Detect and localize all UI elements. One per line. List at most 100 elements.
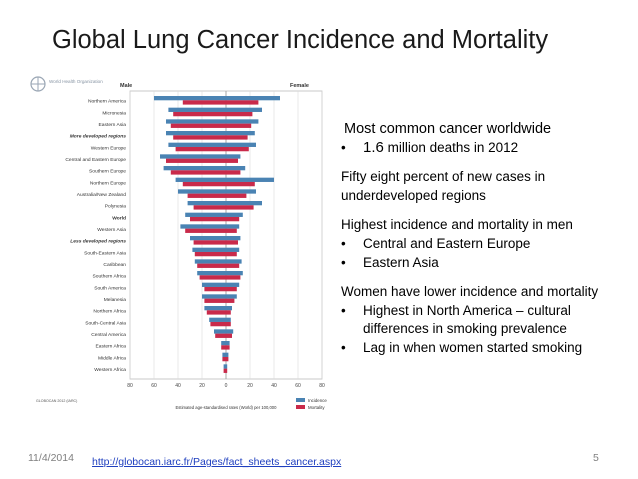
bar-mortality-male-central-america <box>215 333 226 338</box>
bullet-eastern-asia: • Eastern Asia <box>341 254 633 273</box>
bar-incidence-female-northern-america <box>226 96 280 101</box>
category-label-central-and-eastern-europe: Central and Eastern Europe <box>65 157 126 163</box>
bar-mortality-male-caribbean <box>197 263 226 268</box>
summary-section-4: Women have lower incidence and mortality… <box>341 283 633 357</box>
bar-mortality-female-western-asia <box>226 228 237 233</box>
bar-mortality-male-central-and-eastern-europe <box>166 158 226 163</box>
category-label-south-america: South America <box>94 285 126 291</box>
category-label-western-asia: Western Asia <box>97 227 126 233</box>
bar-mortality-male-eastern-africa <box>221 345 226 350</box>
bar-mortality-female-northern-africa <box>226 310 231 315</box>
summary-panel: Most common cancer worldwide • 1.6 milli… <box>341 120 633 369</box>
bar-incidence-male-central-america <box>214 329 226 334</box>
bar-incidence-female-less-developed-regions <box>226 236 241 241</box>
bar-mortality-female-south-america <box>226 286 237 292</box>
bar-incidence-male-southern-africa <box>197 271 226 276</box>
male-label: Male <box>120 83 132 89</box>
x-axis-label: Estimated age-standardised rates (World)… <box>176 405 278 410</box>
summary-section-2: Fifty eight percent of new cases in unde… <box>341 169 546 203</box>
bar-mortality-male-south-america <box>204 286 226 292</box>
category-label-southern-africa: Southern Africa <box>93 274 127 280</box>
bar-incidence-female-southern-europe <box>226 166 246 171</box>
bar-mortality-female-polynesia <box>226 205 254 210</box>
category-label-south-eastern-asia: South-Eastern Asia <box>84 250 126 256</box>
bar-incidence-female-western-europe <box>226 142 256 147</box>
bar-mortality-male-less-developed-regions <box>193 240 226 245</box>
category-labels: Northern America Micronesia Eastern Asia Mo… <box>65 99 126 373</box>
bar-mortality-female-south-eastern-asia <box>226 251 237 257</box>
bar-incidence-male-eastern-africa <box>221 341 226 346</box>
category-label-caribbean: Caribbean <box>103 262 126 268</box>
bar-mortality-male-more-developed-regions <box>173 135 226 140</box>
legend: Incidence Mortality <box>296 398 327 410</box>
category-label-world: World <box>112 215 126 221</box>
bar-mortality-female-melanesia <box>226 298 235 303</box>
category-label-western-africa: Western Africa <box>94 367 126 373</box>
bar-mortality-male-middle-africa <box>222 356 226 362</box>
deaths-text: million deaths in 2012 <box>383 139 519 155</box>
bar-incidence-female-australia-new-zealand <box>226 189 256 194</box>
bar-incidence-male-middle-africa <box>222 352 226 357</box>
bar-incidence-female-northern-africa <box>226 306 232 311</box>
bar-mortality-male-northern-africa <box>206 310 226 315</box>
chart-canvas: World Health Organization Male Female No… <box>30 76 327 410</box>
deaths-number: 1.6 <box>363 138 384 156</box>
bars <box>154 96 280 373</box>
bullet-icon: • <box>341 339 346 355</box>
bar-incidence-female-micronesia <box>226 107 262 112</box>
summary-section-1: Most common cancer worldwide • 1.6 milli… <box>341 120 633 157</box>
bar-mortality-female-south-central-asia <box>226 321 231 327</box>
bar-incidence-female-south-central-asia <box>226 317 231 322</box>
bar-incidence-male-melanesia <box>202 294 226 299</box>
bullet-central-eastern-europe: • Central and Eastern Europe <box>341 235 633 254</box>
x-tick-labels: 80 60 40 20 0 20 40 60 80 <box>127 383 325 389</box>
category-label-eastern-asia: Eastern Asia <box>99 122 127 128</box>
bar-mortality-male-world <box>190 216 226 222</box>
bar-incidence-female-southern-africa <box>226 271 243 276</box>
x-tick-label: 20 <box>199 383 205 389</box>
bar-mortality-male-south-central-asia <box>210 321 226 327</box>
bar-mortality-female-eastern-asia <box>226 123 252 128</box>
bar-mortality-female-eastern-africa <box>226 345 230 350</box>
bar-incidence-male-northern-europe <box>175 177 226 182</box>
bar-mortality-female-northern-europe <box>226 181 255 187</box>
slide-title: Global Lung Cancer Incidence and Mortali… <box>52 26 549 54</box>
bullet-north-america: • Highest in North America – cultural di… <box>341 302 633 339</box>
category-label-northern-africa: Northern Africa <box>93 309 126 315</box>
bar-incidence-female-western-africa <box>226 364 228 369</box>
bar-incidence-female-world <box>226 212 243 217</box>
legend-swatch-mortality <box>296 405 305 409</box>
who-logo-text: World Health Organization <box>49 79 103 84</box>
bar-mortality-female-central-and-eastern-europe <box>226 158 238 163</box>
bar-mortality-male-western-asia <box>185 228 226 233</box>
legend-label-incidence: Incidence <box>308 398 327 403</box>
bar-incidence-male-western-asia <box>180 224 226 229</box>
bar-mortality-female-more-developed-regions <box>226 135 248 140</box>
bar-incidence-female-central-and-eastern-europe <box>226 154 241 159</box>
bar-incidence-female-melanesia <box>226 294 237 299</box>
bar-mortality-male-south-eastern-asia <box>194 251 226 257</box>
x-tick-label: 80 <box>319 383 325 389</box>
bar-incidence-female-south-eastern-asia <box>226 247 240 252</box>
x-tick-label: 20 <box>247 383 253 389</box>
bullet-icon: • <box>341 302 346 318</box>
category-label-polynesia: Polynesia <box>105 204 126 210</box>
lung-cancer-chart: World Health Organization Male Female No… <box>28 75 330 415</box>
x-tick-label: 60 <box>151 383 157 389</box>
category-label-central-america: Central America <box>91 332 126 338</box>
category-label-south-central-asia: South-Central Asia <box>85 320 126 326</box>
x-tick-label: 80 <box>127 383 133 389</box>
bar-incidence-male-polynesia <box>187 201 226 206</box>
bar-mortality-male-southern-europe <box>170 170 226 175</box>
bar-incidence-male-northern-america <box>154 96 226 101</box>
summary-section-3: Highest incidence and mortality in men •… <box>341 216 633 272</box>
category-label-more-developed-regions: More developed regions <box>70 134 127 140</box>
category-label-middle-africa: Middle Africa <box>98 355 126 361</box>
bar-incidence-male-central-and-eastern-europe <box>160 154 226 159</box>
category-label-micronesia: Micronesia <box>102 110 126 116</box>
bar-mortality-female-western-africa <box>226 368 228 373</box>
source-link[interactable]: http://globocan.iarc.fr/Pages/fact_sheet… <box>92 456 342 468</box>
summary-heading: Most common cancer worldwide <box>344 121 552 137</box>
bar-incidence-male-western-africa <box>223 364 226 369</box>
bar-mortality-female-less-developed-regions <box>226 240 238 245</box>
